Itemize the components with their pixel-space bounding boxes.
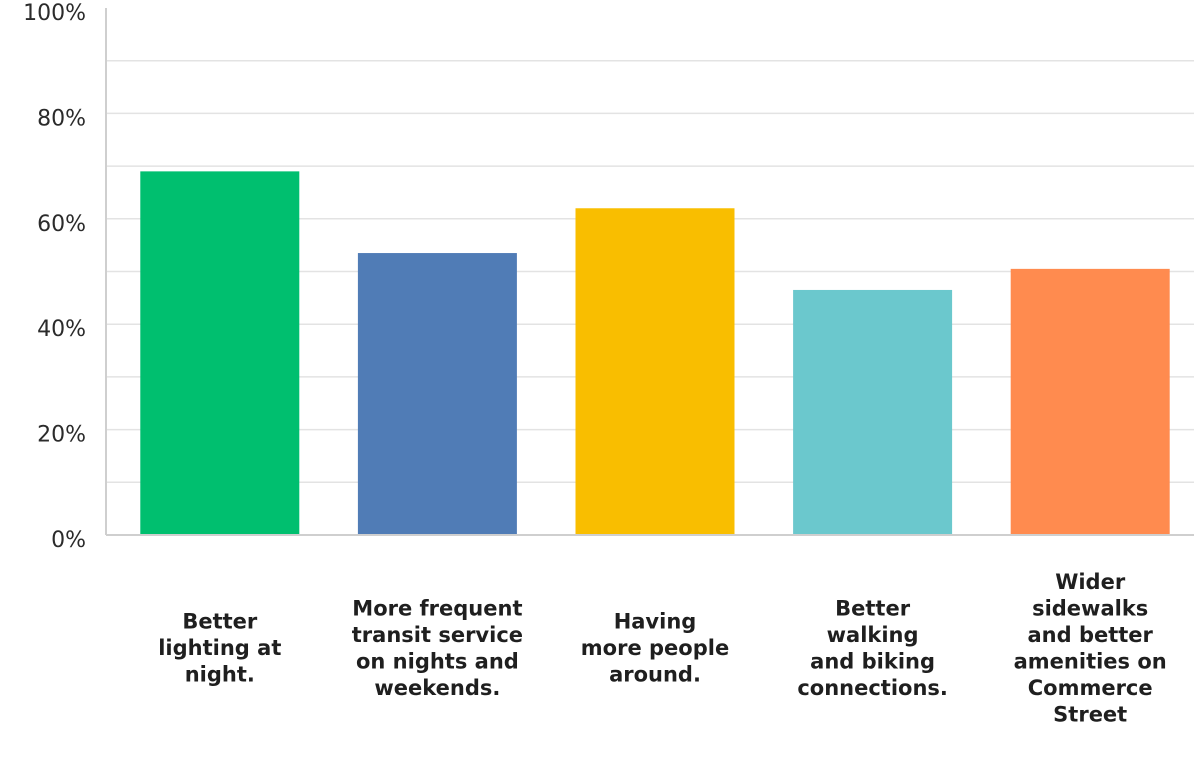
y-tick-label: 80% (37, 106, 86, 131)
y-tick-label: 20% (37, 423, 86, 448)
y-tick-label: 0% (51, 528, 86, 553)
x-category-label-line: transit service (352, 623, 523, 647)
x-category-label-line: on nights and (356, 649, 519, 673)
x-category-label-line: connections. (797, 676, 948, 700)
x-category-label-line: sidewalks (1032, 596, 1148, 620)
x-category-label-line: More frequent (352, 596, 522, 620)
y-axis-tick-labels: 0% 20% 40% 60% 80% 100% (23, 1, 86, 553)
x-category-label-line: walking (827, 623, 919, 647)
x-category-label-line: Wider (1055, 570, 1126, 594)
axes (105, 8, 1194, 536)
bar (357, 253, 517, 535)
x-category-label-line: Commerce (1028, 676, 1153, 700)
x-category-label-line: night. (185, 663, 255, 687)
bar (575, 208, 735, 535)
bar (1010, 268, 1170, 535)
x-category-label-line: Better (182, 610, 258, 634)
bar (140, 171, 300, 535)
x-category-label-line: Street (1053, 702, 1127, 726)
x-category-label-line: around. (609, 663, 701, 687)
x-category-label-line: and better (1027, 623, 1153, 647)
bar (793, 289, 953, 535)
y-tick-label: 100% (23, 1, 86, 26)
x-category-label-line: more people (581, 636, 729, 660)
bars (140, 171, 1170, 535)
x-category-label-line: and biking (810, 649, 935, 673)
x-category-label-line: Better (835, 596, 911, 620)
x-category-label-line: lighting at (158, 636, 281, 660)
x-category-label-line: amenities on (1014, 649, 1167, 673)
y-tick-label: 40% (37, 317, 86, 342)
x-category-label-line: Having (614, 610, 697, 634)
x-category-label-line: weekends. (374, 676, 500, 700)
y-tick-label: 60% (37, 212, 86, 237)
